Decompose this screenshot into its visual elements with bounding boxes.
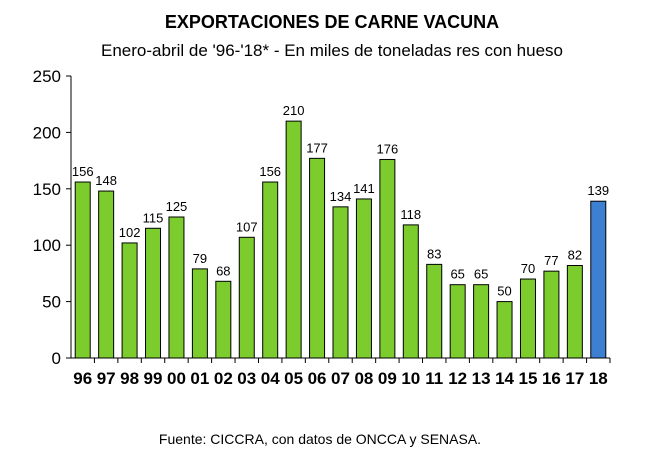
- bar-04: [262, 181, 279, 359]
- x-tick-label: 12: [448, 369, 467, 388]
- bar-17: [566, 265, 583, 359]
- bar-14: [496, 301, 513, 359]
- data-label: 156: [259, 164, 281, 179]
- x-tick-label: 16: [542, 369, 561, 388]
- data-label: 210: [283, 103, 305, 118]
- x-tick-label: 14: [495, 369, 514, 388]
- data-label: 50: [497, 284, 511, 299]
- x-tick-label: 18: [589, 369, 608, 388]
- data-label: 139: [587, 183, 609, 198]
- x-tick-label: 02: [214, 369, 233, 388]
- bar-07: [332, 206, 349, 359]
- data-label: 102: [119, 225, 141, 240]
- data-label: 141: [353, 181, 375, 196]
- data-label: 68: [216, 263, 230, 278]
- y-tick-label: 200: [33, 123, 61, 142]
- x-tick-label: 09: [378, 369, 397, 388]
- bar-16: [543, 270, 560, 359]
- x-tick-label: 07: [331, 369, 350, 388]
- data-label: 156: [72, 164, 94, 179]
- data-label: 115: [143, 210, 164, 225]
- bar-09: [379, 158, 396, 359]
- data-label: 125: [166, 199, 188, 214]
- data-label: 65: [450, 267, 464, 282]
- data-label: 77: [544, 253, 558, 268]
- data-label: 65: [474, 267, 488, 282]
- x-tick-label: 04: [261, 369, 280, 388]
- bar-02: [215, 280, 232, 359]
- x-tick-label: 01: [190, 369, 209, 388]
- bar-96: [74, 181, 91, 359]
- bar-18: [590, 200, 607, 359]
- y-tick-label: 150: [33, 180, 61, 199]
- data-label: 107: [236, 219, 258, 234]
- x-tick-label: 08: [354, 369, 373, 388]
- x-tick-label: 10: [401, 369, 420, 388]
- bar-10: [402, 224, 419, 359]
- bar-11: [426, 263, 443, 359]
- x-tick-label: 11: [425, 369, 443, 388]
- x-tick-label: 99: [144, 369, 163, 388]
- bar-08: [355, 198, 372, 359]
- x-tick-label: 03: [237, 369, 256, 388]
- x-tick-label: 15: [519, 369, 538, 388]
- bar-06: [309, 157, 326, 359]
- data-label: 79: [193, 251, 207, 266]
- x-tick-label: 05: [284, 369, 303, 388]
- data-label: 176: [377, 141, 399, 156]
- bar-99: [145, 227, 162, 359]
- source-note: Fuente: CICCRA, con datos de ONCCA y SEN…: [158, 431, 482, 447]
- bar-00: [168, 216, 185, 359]
- y-tick-label: 50: [42, 293, 61, 312]
- y-tick-label: 250: [33, 67, 61, 86]
- x-tick-label: 06: [308, 369, 327, 388]
- bar-15: [519, 278, 536, 359]
- data-label: 70: [521, 261, 535, 276]
- data-label: 83: [427, 246, 441, 261]
- bar-98: [121, 242, 138, 359]
- bar-13: [473, 284, 490, 359]
- bar-05: [285, 120, 302, 359]
- data-label: 177: [306, 140, 328, 155]
- x-tick-label: 96: [73, 369, 92, 388]
- bar-12: [449, 284, 466, 359]
- data-label: 148: [95, 173, 117, 188]
- x-tick-label: 98: [120, 369, 139, 388]
- bar-03: [238, 236, 255, 359]
- y-tick-label: 100: [33, 236, 61, 255]
- x-tick-label: 17: [565, 369, 584, 388]
- y-tick-label: 0: [52, 349, 61, 368]
- x-tick-label: 13: [472, 369, 491, 388]
- bar-97: [98, 190, 115, 359]
- x-tick-label: 97: [97, 369, 116, 388]
- data-label: 134: [330, 189, 352, 204]
- x-tick-label: 00: [167, 369, 186, 388]
- data-label: 118: [400, 207, 421, 222]
- chart-subtitle: Enero-abril de '96-'18* - En miles de to…: [101, 41, 563, 60]
- bar-01: [191, 268, 208, 359]
- data-label: 82: [568, 248, 582, 263]
- chart-title: EXPORTACIONES DE CARNE VACUNA: [164, 12, 500, 32]
